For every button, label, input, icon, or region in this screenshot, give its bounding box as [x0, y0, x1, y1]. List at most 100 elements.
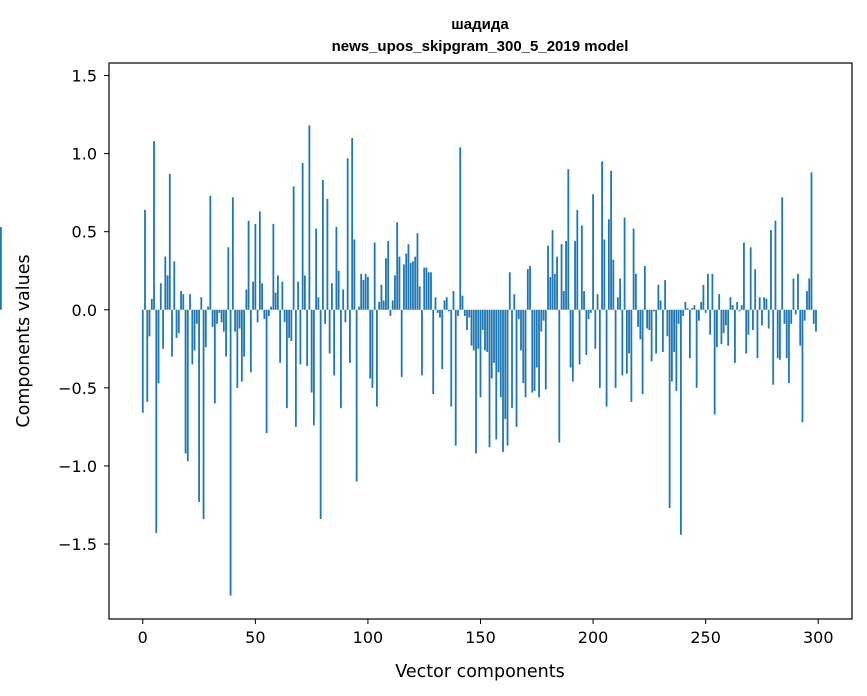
bar-152 [484, 309, 486, 351]
x-tick-label: 300 [803, 628, 834, 647]
bar-205 [603, 239, 606, 310]
y-tick-label: 1.0 [72, 145, 97, 164]
bar-83 [328, 309, 331, 354]
bar-90 [344, 309, 347, 323]
bar-258 [722, 309, 725, 334]
bar-208 [610, 170, 612, 310]
bar-29 [207, 306, 209, 310]
y-tick-label: −1.5 [58, 535, 97, 554]
y-axis-label: Components values [14, 254, 34, 427]
bar-63 [283, 309, 286, 323]
bar-35 [220, 309, 223, 323]
bar-225 [648, 309, 651, 331]
bar-291 [797, 273, 799, 310]
bar-41 [234, 309, 236, 332]
bar-19 [184, 309, 187, 454]
bar-42 [236, 309, 239, 388]
bar-257 [720, 309, 723, 345]
bar-88 [340, 309, 342, 409]
bar-201 [594, 309, 597, 349]
bar-58 [272, 223, 275, 310]
bar-147 [472, 309, 475, 351]
bar-295 [806, 291, 808, 310]
bar-112 [394, 275, 396, 310]
bar-198 [587, 309, 590, 320]
bar-248 [700, 301, 703, 310]
bar-231 [661, 309, 664, 352]
bar-299 [815, 309, 817, 332]
bar-268 [745, 309, 748, 354]
y-tick-label: −0.5 [58, 379, 97, 398]
bar-110 [389, 309, 392, 317]
bar-186 [560, 244, 563, 310]
bar-170 [524, 309, 527, 398]
bar-10 [164, 256, 167, 310]
bar-232 [664, 280, 667, 310]
bar-265 [738, 309, 741, 312]
bar-93 [351, 137, 354, 310]
bar-55 [265, 309, 268, 434]
bar-84 [331, 283, 333, 310]
bar-0 [141, 309, 144, 413]
bar-287 [788, 309, 790, 384]
bar-188 [565, 241, 567, 310]
bar-34 [218, 309, 221, 313]
bar-173 [531, 309, 534, 393]
bar-11 [166, 275, 169, 310]
bar-242 [686, 308, 689, 310]
bar-204 [601, 161, 603, 310]
y-tick-label: 0.0 [72, 301, 97, 320]
bar-166 [515, 309, 518, 427]
bar-267 [743, 242, 745, 310]
bar-33 [216, 309, 218, 324]
bar-196 [583, 291, 585, 310]
bar-140 [457, 309, 459, 317]
bar-86 [335, 226, 338, 310]
bar-285 [783, 309, 786, 324]
bar-136 [448, 309, 450, 312]
bar-31 [211, 309, 214, 327]
bar-262 [731, 305, 734, 310]
bar-183 [553, 273, 556, 310]
bar-246 [695, 309, 698, 388]
bar-45 [243, 309, 245, 357]
bar-227 [652, 309, 655, 312]
bar-77 [315, 228, 318, 310]
bar-115 [400, 309, 403, 377]
bar-54 [263, 309, 266, 320]
bar-61 [279, 309, 282, 363]
bar-75 [310, 309, 313, 393]
bar-138 [452, 291, 455, 310]
bar-269 [747, 309, 750, 335]
bar-224 [646, 309, 649, 329]
bar-148 [475, 309, 477, 454]
bar-177 [540, 309, 543, 332]
bar-158 [497, 309, 500, 373]
bar-161 [504, 309, 507, 420]
bar-134 [443, 300, 446, 310]
bar-275 [761, 309, 763, 326]
bar-293 [801, 309, 804, 423]
bar-220 [637, 309, 640, 327]
bar-81 [324, 309, 327, 324]
bar-92 [349, 309, 351, 363]
bar-104 [376, 309, 378, 407]
bar-239 [679, 309, 682, 535]
bar-277 [765, 298, 768, 310]
bar-120 [412, 261, 414, 310]
bar-171 [526, 269, 529, 310]
bar-236 [673, 309, 676, 352]
bar-80 [321, 180, 324, 310]
bar-254 [713, 309, 716, 415]
bar-28 [204, 309, 207, 348]
bar-297 [810, 172, 813, 310]
bar-97 [360, 273, 363, 310]
bar-98 [362, 280, 365, 310]
bar-157 [495, 309, 498, 440]
bar-56 [267, 309, 270, 317]
bar-37 [225, 309, 227, 357]
bar-51 [256, 309, 259, 323]
bar-189 [567, 169, 570, 310]
bar-270 [749, 247, 752, 310]
bar-273 [756, 309, 759, 359]
